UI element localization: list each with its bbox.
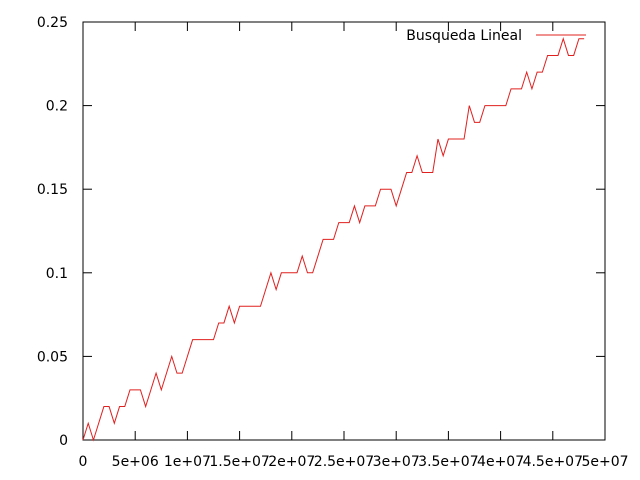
y-tick-label: 0.2 <box>46 99 68 115</box>
x-tick-label: 4.5e+07 <box>523 454 583 470</box>
x-tick-label: 3e+07 <box>373 454 420 470</box>
y-tick-label: 0.15 <box>37 182 68 198</box>
y-tick-label: 0 <box>59 433 68 449</box>
legend: Busqueda Lineal <box>406 28 586 44</box>
x-axis: 0 5e+06 1e+071.5e+072e+072.5e+073e+073.5e+… <box>79 22 629 470</box>
plot-area <box>82 37 585 442</box>
plot-frame <box>82 21 606 441</box>
x-tick-label: 4e+07 <box>477 454 524 470</box>
x-tick-label: 3.5e+07 <box>418 454 478 470</box>
y-tick-label: 0.25 <box>37 15 68 31</box>
legend-label: Busqueda Lineal <box>406 28 522 44</box>
y-axis: 0 0.05 0.1 0.15 0.2 0.25 <box>37 15 605 449</box>
series-line <box>82 37 585 442</box>
x-tick-label: 5e+06 <box>112 454 159 470</box>
y-tick-label: 0.1 <box>46 266 68 282</box>
x-tick-label: 1.5e+07 <box>209 454 269 470</box>
x-tick-label: 5e+07 <box>581 454 628 470</box>
x-tick-label: 2e+07 <box>268 454 315 470</box>
x-tick-label: 2.5e+07 <box>314 454 374 470</box>
y-tick-label: 0.05 <box>37 349 68 365</box>
x-tick-label: 1e+07 <box>164 454 211 470</box>
x-tick-label: 0 <box>79 454 88 470</box>
